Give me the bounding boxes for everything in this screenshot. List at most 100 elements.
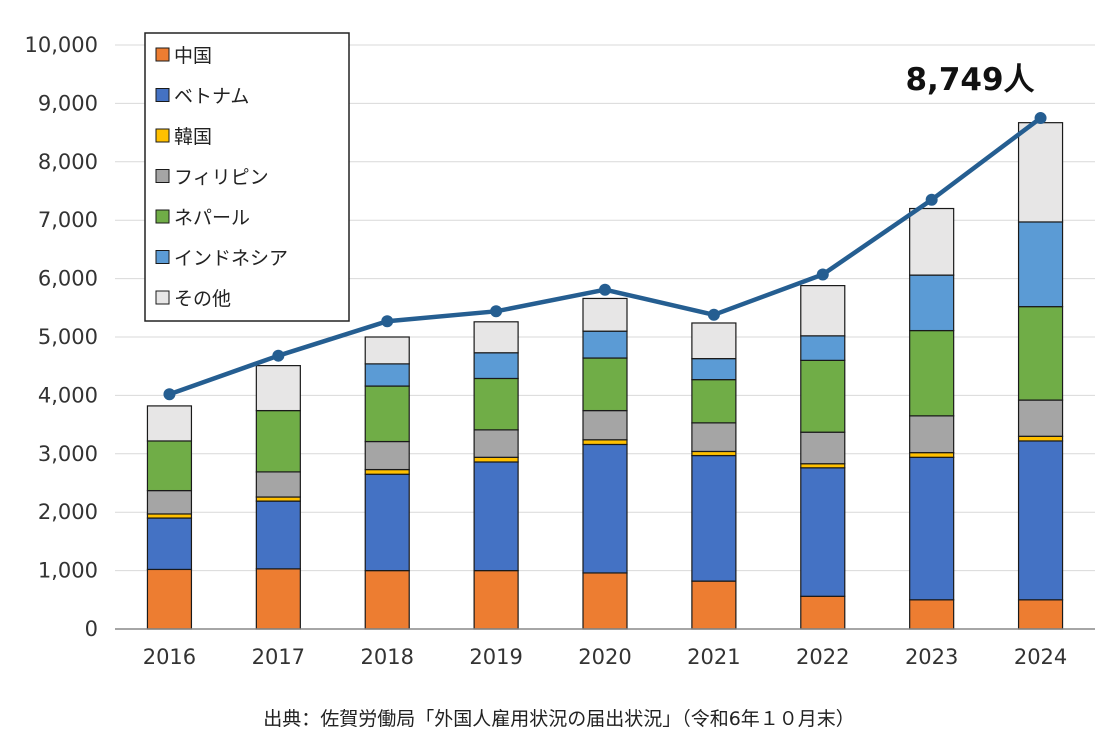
bar-segment-7 [909,207,955,276]
bar-segment-6 [1017,221,1064,308]
bar-segment-7 [473,321,519,354]
bar-segment-7 [255,365,301,412]
bar-segment-7 [800,285,846,337]
bar-segment-6 [473,352,519,380]
x-tick-label: 2022 [796,645,849,669]
legend-swatch [155,47,170,62]
bar-segment-1 [255,568,301,630]
bar-segment-1 [146,568,193,630]
bar-segment-1 [473,569,519,630]
total-point [1034,112,1047,125]
total-point [163,388,176,401]
bar-segment-4 [364,440,410,471]
bar-segment-2 [255,500,301,570]
bars [146,122,1064,630]
bar-segment-5 [909,329,955,417]
bar-segment-1 [909,599,955,630]
legend-swatch [155,209,170,224]
bar-segment-4 [473,429,519,458]
legend-swatch [155,88,170,102]
y-tick-label: 3,000 [38,442,98,466]
y-tick-label: 5,000 [38,325,98,349]
y-tick-label: 0 [85,617,98,641]
legend-box [144,32,350,322]
x-tick-label: 2016 [143,645,196,669]
bar-segment-6 [691,358,737,381]
total-callout: 8,749人 [905,62,1034,98]
legend-label: インドネシア [174,248,288,270]
legend-label: フィリピン [174,167,269,189]
legend-swatch [155,250,170,264]
total-line [163,112,1047,401]
bar-segment-3 [582,439,628,446]
bar-segment-1 [364,569,410,630]
bar-segment-3 [691,450,737,457]
x-tick-label: 2021 [687,645,740,669]
bar-segment-4 [582,409,628,441]
total-point [707,308,720,321]
bar-segment-5 [473,377,519,431]
bar-segment-6 [582,330,628,359]
total-point [272,349,285,362]
bar-segment-7 [364,336,410,365]
bar-segment-7 [582,297,628,332]
legend-label: ベトナム [174,86,249,108]
legend-label: ネパール [174,207,250,229]
y-tick-label: 2,000 [38,500,98,524]
bar-segment-1 [1017,599,1064,630]
bar-segment-4 [255,471,301,498]
total-point [816,268,829,281]
bar-segment-3 [364,468,410,475]
y-tick-label: 6,000 [38,267,98,291]
bar-segment-7 [1017,122,1064,223]
x-tick-label: 2019 [469,645,522,669]
bar-segment-4 [691,422,737,453]
legend-label: その他 [174,288,231,310]
x-tick-label: 2020 [578,645,631,669]
x-tick-label: 2024 [1014,645,1067,669]
total-point [925,193,938,206]
bar-segment-4 [146,489,193,515]
x-axis-ticks: 2016 2017 2018 2019 2020 2021 2022 2023 2024 [143,645,1068,669]
bar-segment-5 [255,409,301,473]
bar-segment-3 [473,456,519,463]
total-point [599,283,611,296]
bar-segment-3 [800,463,846,469]
x-tick-label: 2018 [360,645,413,669]
bar-segment-2 [473,461,519,572]
y-tick-label: 4,000 [38,383,98,407]
legend-swatch [155,128,170,143]
total-point [381,315,394,328]
source-caption: 出典：佐賀労働局「外国人雇用状況の届出状況」（令和6年１０月末） [263,708,855,730]
bar-segment-5 [364,385,410,443]
bar-segment-2 [691,454,737,582]
bar-segment-1 [582,572,628,630]
y-tick-label: 10,000 [25,33,98,57]
bar-segment-1 [800,595,846,630]
legend-swatch [155,290,170,305]
bar-segment-1 [691,580,737,630]
bar-segment-7 [146,405,193,442]
bar-segment-6 [800,335,846,361]
bar-segment-2 [1017,440,1064,601]
bar-segment-5 [582,357,628,412]
legend-swatch [155,169,170,183]
bar-segment-4 [909,415,955,454]
bar-segment-2 [364,473,410,572]
bar-segment-3 [255,496,301,502]
y-axis-ticks: 0 1,000 2,000 3,000 4,000 5,000 6,000 7,000 8,00… [25,33,98,641]
y-tick-label: 1,000 [38,559,98,583]
bar-segment-6 [364,363,410,387]
bar-segment-3 [1017,435,1064,442]
legend-label: 中国 [174,45,212,67]
bar-segment-2 [146,517,193,571]
y-tick-label: 7,000 [38,208,98,232]
bar-segment-2 [582,443,628,574]
bar-segment-5 [691,379,737,424]
bar-segment-5 [800,359,846,433]
y-tick-label: 9,000 [38,91,98,115]
bar-segment-2 [909,456,955,601]
bar-segment-6 [909,274,955,332]
